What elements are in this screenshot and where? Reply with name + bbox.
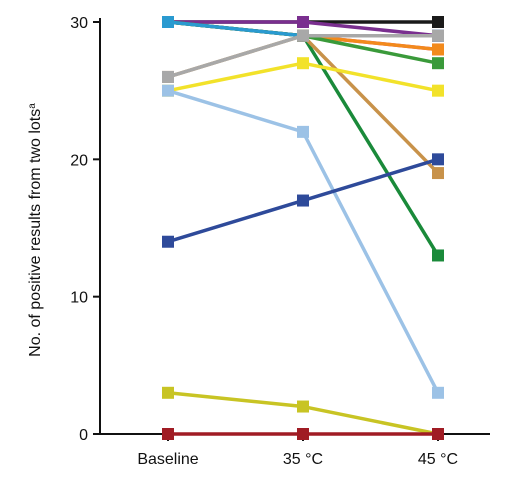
data-point bbox=[297, 16, 309, 28]
series-10 bbox=[162, 57, 444, 97]
data-point bbox=[297, 125, 309, 138]
x-tick-label: 45 °C bbox=[418, 451, 458, 468]
y-tick-label: 0 bbox=[79, 427, 88, 444]
data-point bbox=[432, 16, 444, 28]
y-axis-title-text: No. of positive results from two lots bbox=[27, 109, 44, 357]
data-point bbox=[432, 153, 444, 166]
data-point bbox=[297, 400, 309, 413]
y-tick-label: 30 bbox=[70, 15, 88, 32]
data-point bbox=[297, 428, 309, 440]
x-tick-label: Baseline bbox=[137, 451, 198, 468]
series-8 bbox=[162, 29, 444, 180]
data-point bbox=[162, 235, 174, 248]
data-point bbox=[162, 70, 174, 83]
data-point bbox=[432, 386, 444, 399]
data-point bbox=[297, 29, 309, 42]
data-point bbox=[297, 194, 309, 207]
data-point bbox=[432, 167, 444, 180]
data-point bbox=[162, 428, 174, 440]
series-line bbox=[167, 20, 439, 65]
series-6 bbox=[162, 16, 444, 262]
data-point bbox=[432, 84, 444, 97]
data-point bbox=[432, 428, 444, 440]
y-axis-title-superscript: a bbox=[27, 103, 38, 109]
data-point bbox=[432, 43, 444, 56]
series-line bbox=[167, 391, 439, 436]
axes: 0 10 20 30 Baseline 35 °C 45 °C bbox=[70, 15, 490, 468]
series-12 bbox=[162, 153, 444, 248]
data-point bbox=[432, 29, 444, 42]
y-tick-label: 20 bbox=[70, 152, 88, 169]
y-tick-label: 10 bbox=[70, 290, 88, 307]
series-11 bbox=[162, 84, 444, 399]
data-point bbox=[432, 57, 444, 70]
y-axis-title: No. of positive results from two lotsa bbox=[27, 103, 45, 357]
x-tick-label: 35 °C bbox=[283, 451, 323, 468]
series-group bbox=[162, 16, 444, 440]
y-ticks: 0 10 20 30 bbox=[70, 15, 100, 444]
x-ticks: Baseline 35 °C 45 °C bbox=[137, 434, 458, 468]
series-line bbox=[167, 20, 440, 257]
data-point bbox=[162, 84, 174, 97]
data-point bbox=[432, 249, 444, 262]
series-9 bbox=[162, 29, 444, 83]
data-point bbox=[162, 16, 174, 28]
data-point bbox=[162, 386, 174, 399]
series-14 bbox=[162, 428, 444, 440]
data-point bbox=[297, 57, 309, 70]
